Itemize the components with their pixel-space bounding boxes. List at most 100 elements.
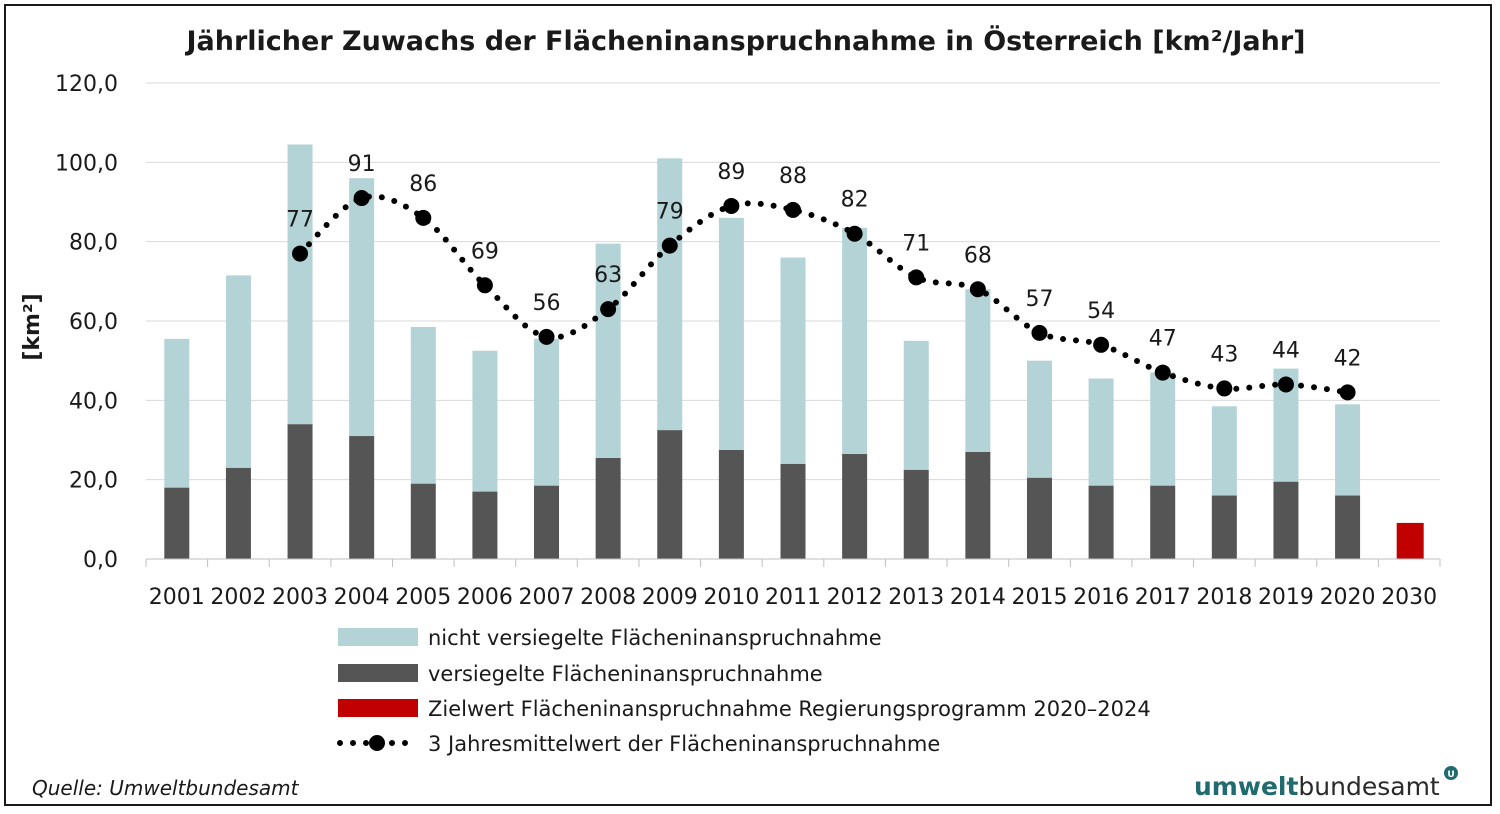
y-tick-label: 80,0 [69,231,118,256]
bar-sealed [534,485,560,559]
bar-unsealed [287,144,313,425]
x-tick-label: 2003 [272,585,328,610]
average-data-label: 86 [409,172,437,197]
bar-unsealed [534,338,560,486]
bar-unsealed [472,350,498,492]
bar-sealed [1273,481,1299,559]
legend-label: Zielwert Flächeninanspruchnahme Regierun… [428,697,1151,721]
bar-sealed [903,469,929,559]
bar-unsealed [225,275,251,468]
bar-sealed [225,467,251,559]
average-point [785,201,801,218]
x-tick-label: 2005 [395,585,451,610]
data-labels: 77 91 86 69 56 63 79 89 88 82 71 68 57 54 47 43 44 42 [286,152,1362,371]
bar-sealed [1211,495,1237,559]
average-point [415,209,432,226]
y-tick-label: 20,0 [69,469,118,494]
average-data-label: 88 [779,164,807,189]
x-tick-label: 2020 [1320,585,1376,610]
source-note: Quelle: Umweltbundesamt [32,776,300,800]
chart-title: Jährlicher Zuwachs der Flächeninanspruch… [184,24,1305,57]
bar-sealed [965,451,991,559]
average-point [846,225,863,242]
bar-target [1396,522,1424,559]
bar-sealed [842,453,868,559]
bar-sealed [657,430,683,559]
legend-label: 3 Jahresmittelwert der Flächeninanspruch… [428,732,940,756]
umweltbundesamt-logo: umweltbundesamt U [1194,766,1458,801]
bar-sealed [1026,477,1052,559]
average-data-label: 82 [841,188,869,213]
bar-sealed [595,457,621,559]
bar-unsealed [842,227,868,454]
bar-unsealed [657,158,683,431]
x-tick-label: 2009 [642,585,698,610]
x-tick-label: 2001 [149,585,205,610]
average-point [1216,380,1233,397]
average-data-label: 43 [1210,342,1238,367]
bars [164,144,1424,559]
average-data-label: 63 [594,263,622,288]
bar-sealed [718,449,744,559]
bar-sealed [164,487,190,559]
bar-sealed [1088,485,1114,559]
average-point [908,269,925,286]
bar-unsealed [349,178,375,437]
bar-unsealed [1026,360,1052,478]
bar-unsealed [903,340,929,470]
legend-label: nicht versiegelte Flächeninanspruchnahme [428,626,882,650]
average-point [1093,336,1110,353]
bar-sealed [1150,485,1176,559]
x-tick-label: 2019 [1258,585,1314,610]
x-tick-label: 2007 [519,585,575,610]
x-tick-label: 2015 [1011,585,1067,610]
bar-unsealed [718,217,744,450]
average-data-label: 69 [471,239,499,264]
average-point [723,197,740,214]
x-tick-label: 2011 [765,585,821,610]
bar-sealed [780,463,806,559]
average-data-label: 68 [964,243,992,268]
logo-part-bundesamt: bundesamt [1298,772,1440,801]
average-point [538,328,555,345]
average-line-path [297,193,1351,396]
y-axis-label: [km²] [20,293,45,360]
bar-sealed [1335,495,1361,559]
x-tick-label: 2004 [334,585,390,610]
average-data-label: 77 [286,208,314,233]
x-tick-label: 2002 [210,585,266,610]
legend-swatch [338,628,418,646]
bar-unsealed [410,326,436,484]
bar-sealed [410,483,436,559]
average-data-label: 47 [1149,327,1177,352]
bar-sealed [287,424,313,559]
y-tick-label: 120,0 [55,72,118,97]
y-tick-label: 60,0 [69,310,118,335]
x-tick-label: 2010 [703,585,759,610]
average-point [1154,364,1171,381]
average-point [1031,324,1048,341]
average-data-label: 42 [1334,346,1362,371]
logo-mark-icon [1444,766,1458,780]
average-data-label: 91 [348,152,376,177]
y-tick-label: 100,0 [55,151,118,176]
bar-unsealed [1211,406,1237,496]
legend: nicht versiegelte Flächeninanspruchnahme… [337,626,1151,756]
legend-label: versiegelte Flächeninanspruchnahme [428,662,823,686]
chart-frame [4,4,1492,806]
x-tick-label: 2008 [580,585,636,610]
x-tick-label: 2014 [950,585,1006,610]
legend-swatch-point [369,735,385,751]
logo-part-umwelt: umwelt [1194,772,1298,801]
average-point [476,277,493,294]
average-data-label: 71 [902,231,930,256]
bar-unsealed [164,338,190,488]
legend-swatch [338,664,418,682]
bar-unsealed [965,289,991,452]
bar-unsealed [1088,378,1114,486]
average-data-label: 79 [656,200,684,225]
bar-sealed [349,436,375,559]
y-tick-label: 40,0 [69,389,118,414]
